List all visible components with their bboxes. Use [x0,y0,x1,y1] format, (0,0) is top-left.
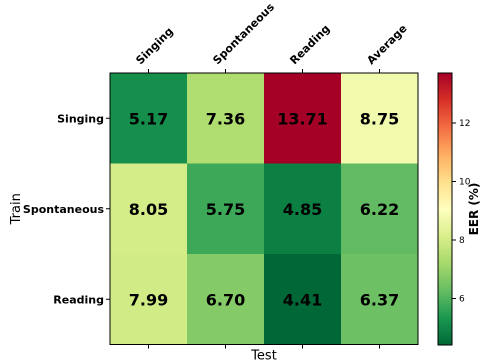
heatmap-cell [341,254,419,345]
y-tick-label: Spontaneous [23,203,105,216]
colorbar-tick-label: 8 [459,236,465,246]
heatmap-cell-labels: 5.17 7.36 13.71 8.75 8.05 5.75 4.85 6.22 7.99 6.7… [129,109,399,309]
heatmap-cell [110,163,188,255]
y-tick-label: Reading [53,293,104,306]
heatmap-cells [110,73,419,345]
heatmap-cell [110,254,188,345]
heatmap-cell [341,73,419,164]
colorbar-tick-label: 10 [459,178,471,188]
y-axis-label: Train [9,193,24,225]
heatmap-cell [187,163,265,255]
cell-value-label: 6.37 [360,290,399,309]
x-axis-label: Test [250,349,277,360]
heatmap-cell [264,163,342,255]
cell-value-label: 5.17 [129,109,168,128]
colorbar: 6 8 10 12 EER (%) [437,72,481,346]
heatmap-cell [187,73,265,164]
heatmap-cell [187,254,265,345]
x-tick-label: Reading [287,22,332,67]
cell-value-label: 7.36 [206,109,245,128]
cell-value-label: 13.71 [277,109,328,128]
cell-value-label: 7.99 [129,290,168,309]
x-tick-label: Singing [133,25,175,67]
cell-value-label: 8.05 [129,200,168,219]
colorbar-label: EER (%) [467,183,481,236]
cell-value-label: 4.41 [283,290,322,309]
heatmap-cell [341,163,419,255]
x-tick-label: Average [364,22,409,67]
y-tick-label: Singing [57,112,104,125]
y-axis-ticks: Singing Spontaneous Reading [23,112,110,306]
x-tick-label: Spontaneous [210,0,277,67]
cell-value-label: 4.85 [283,200,322,219]
colorbar-ticks: 6 8 10 12 [452,119,471,304]
plot-frame [109,72,419,345]
cell-value-label: 8.75 [360,109,399,128]
colorbar-gradient [437,72,453,346]
heatmap-cell [110,73,188,164]
heatmap-cell [264,254,342,345]
colorbar-tick-label: 6 [459,294,465,304]
heatmap-cell [264,73,342,164]
cell-value-label: 6.22 [360,200,399,219]
cell-value-label: 6.70 [206,290,245,309]
colorbar-tick-label: 12 [459,119,470,129]
cell-value-label: 5.75 [206,200,245,219]
